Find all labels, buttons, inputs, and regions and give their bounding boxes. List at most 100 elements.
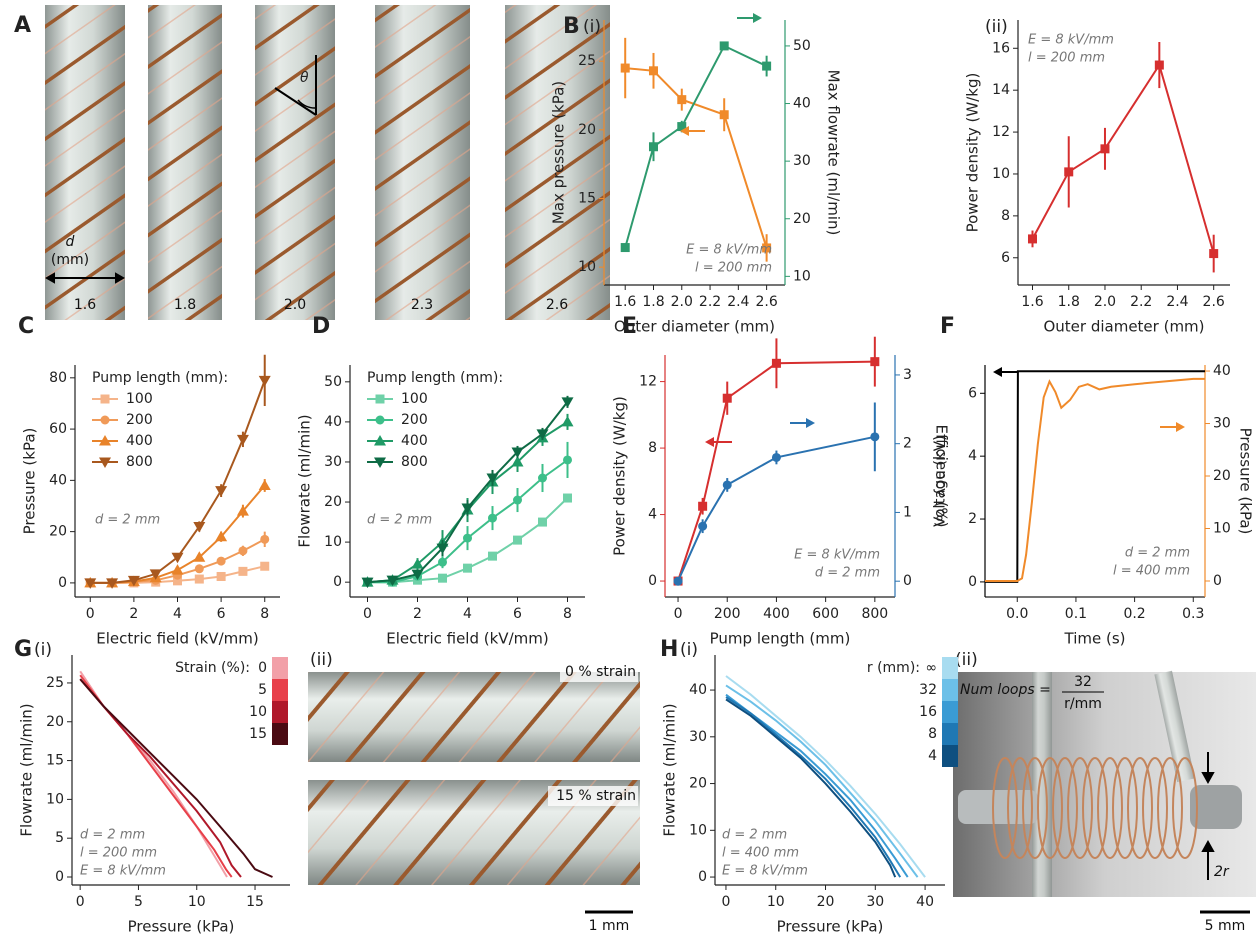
x-tick-label: 10: [767, 894, 785, 910]
annotation: d = 2 mm: [815, 566, 880, 581]
annotation: l = 400 mm: [722, 846, 799, 861]
x-axis-title: Pressure (kPa): [777, 918, 884, 934]
data-point: [215, 486, 227, 497]
x-tick-label: 2.4: [727, 294, 749, 310]
x-tick-label: 6: [513, 606, 522, 622]
data-point: [260, 562, 269, 571]
tube-wire: [255, 5, 335, 320]
data-point: [1100, 144, 1109, 153]
y-tick-label: 0: [58, 575, 67, 591]
y2-tick-label: 40: [793, 96, 811, 112]
y2-tick-label: 0: [1213, 573, 1222, 589]
legend-marker: [376, 395, 385, 404]
x-tick-label: 2.0: [671, 294, 693, 310]
data-point: [1064, 167, 1073, 176]
x-tick-label: 400: [763, 606, 790, 622]
x-tick-label: 2.4: [1166, 294, 1188, 310]
diameter-label: 1.8: [174, 297, 196, 313]
data-point: [649, 66, 658, 75]
y-tick-label: 20: [49, 524, 67, 540]
data-point: [720, 41, 729, 50]
x-axis-title: Electric field (kV/mm): [386, 630, 548, 648]
y-tick-label: 30: [324, 454, 342, 470]
y-tick-label: 10: [46, 791, 64, 807]
y2-tick-label: 10: [1213, 521, 1231, 537]
y-tick-label: 12: [992, 124, 1010, 140]
data-point: [195, 564, 204, 573]
tube-wire: [375, 5, 470, 320]
x-tick-label: 2.2: [1130, 294, 1152, 310]
legend-title: Strain (%):: [175, 660, 250, 676]
data-point: [563, 494, 572, 503]
x-tick-label: 2.2: [699, 294, 721, 310]
y-tick-label: 40: [689, 682, 707, 698]
diameter-label: 1.6: [74, 297, 96, 313]
y-tick-label: 20: [689, 776, 707, 792]
x-tick-label: 2.6: [755, 294, 777, 310]
scale-label: 5 mm: [1205, 918, 1246, 934]
annotation: l = 400 mm: [1113, 564, 1190, 579]
data-point: [698, 522, 707, 531]
x-tick-label: 1.6: [1021, 294, 1043, 310]
y2-tick-label: 20: [1213, 468, 1231, 484]
annotation: E = 8 kV/mm: [80, 864, 166, 879]
legend-marker: [101, 395, 110, 404]
y-tick-label: 50: [324, 374, 342, 390]
scale-label: 1 mm: [589, 918, 630, 934]
legend-marker: [101, 416, 110, 425]
data-point: [488, 552, 497, 561]
y-axis-title: Voltage (kV): [931, 435, 949, 527]
data-point: [723, 480, 732, 489]
diameter-label: 2.3: [411, 297, 433, 313]
legend-label: 8: [928, 726, 937, 742]
axis-arrow-head: [806, 418, 815, 428]
legend-label: 0: [258, 660, 267, 676]
y-tick-label: 0: [333, 574, 342, 590]
y2-tick-label: 50: [793, 38, 811, 54]
data-point: [772, 453, 781, 462]
x-tick-label: 0: [76, 894, 85, 910]
legend-label: 32: [919, 682, 937, 698]
tube-lead: [1032, 672, 1052, 897]
y-tick-label: 10: [578, 259, 596, 275]
legend-label: 10: [249, 704, 267, 720]
data-point: [720, 110, 729, 119]
legend-label: 800: [401, 454, 428, 470]
data-point: [772, 359, 781, 368]
y2-tick-label: 10: [793, 268, 811, 284]
annotation: E = 8 kV/mm: [794, 548, 880, 563]
y-tick-label: 12: [639, 374, 657, 390]
y2-tick-label: 3: [903, 367, 912, 383]
data-point: [259, 376, 271, 387]
y-tick-label: 40: [324, 414, 342, 430]
data-point: [649, 142, 658, 151]
y2-tick-label: 20: [793, 211, 811, 227]
y-tick-label: 14: [992, 82, 1010, 98]
legend-label: 100: [126, 391, 153, 407]
x-tick-label: 4: [173, 606, 182, 622]
data-line: [368, 402, 568, 582]
annotation: l = 200 mm: [695, 261, 772, 276]
data-point: [238, 546, 247, 555]
y-tick-label: 15: [46, 753, 64, 769]
panel-label: C: [18, 314, 34, 339]
data-point: [259, 479, 271, 490]
page: A 1.6 1.8 2.0 2.3 2.6 d (mm) θ (ii) 0 % …: [0, 0, 1256, 934]
radius-label: 2r: [1214, 864, 1230, 880]
legend-title: Pump length (mm):: [92, 370, 228, 386]
subpanel-label: (ii): [310, 650, 333, 670]
subpanel-label: (i): [583, 17, 601, 37]
x-tick-label: 40: [916, 894, 934, 910]
y-tick-label: 8: [1001, 208, 1010, 224]
annotation: l = 200 mm: [80, 846, 157, 861]
x-tick-label: 8: [563, 606, 572, 622]
y-tick-label: 5: [55, 830, 64, 846]
d-label: d: [66, 234, 75, 250]
y-axis-title: Pressure (kPa): [21, 428, 39, 535]
subpanel-label: (ii): [985, 17, 1008, 37]
axis-arrow-head: [753, 13, 762, 23]
legend-swatch: [272, 723, 288, 745]
x-tick-label: 30: [866, 894, 884, 910]
panel-label: E: [622, 314, 637, 339]
y2-tick-label: 0: [903, 573, 912, 589]
